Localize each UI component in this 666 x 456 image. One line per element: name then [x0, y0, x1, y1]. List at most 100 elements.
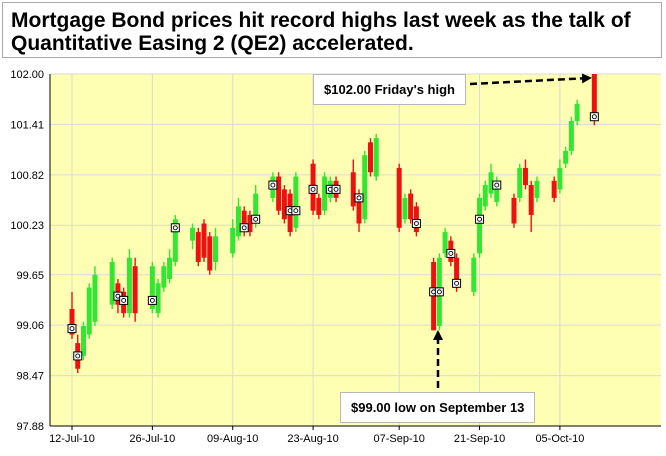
point-marker — [67, 324, 77, 334]
candle-body — [402, 197, 408, 220]
candle-body — [132, 266, 138, 314]
candle-body — [109, 261, 115, 305]
x-tick-label: 05-Oct-10 — [535, 433, 584, 445]
candle — [235, 197, 241, 241]
y-tick-label: 101.41 — [10, 119, 44, 131]
candle — [557, 159, 563, 194]
candle-body — [80, 326, 86, 356]
candle-body — [574, 103, 580, 121]
marker-square — [239, 223, 249, 233]
marker-square — [73, 351, 83, 361]
candle-body — [235, 206, 241, 237]
candle — [109, 257, 115, 309]
marker-dot — [413, 221, 419, 226]
point-marker — [452, 278, 462, 288]
candle-body — [276, 176, 282, 211]
y-tick-label: 99.65 — [16, 270, 44, 282]
y-tick-label: 102.00 — [10, 69, 44, 81]
candle-body — [167, 257, 173, 280]
candle-body — [316, 197, 322, 215]
x-tick-label: 26-Jul-10 — [129, 433, 175, 445]
marker-square — [291, 206, 301, 216]
point-marker — [411, 219, 421, 229]
y-tick-label: 98.47 — [16, 371, 44, 383]
marker-square — [67, 324, 77, 334]
candle-body — [367, 142, 373, 173]
y-tick-label: 99.06 — [16, 320, 44, 332]
candle-body — [86, 287, 92, 335]
candle — [132, 257, 138, 322]
candle-body — [362, 155, 368, 220]
candle — [195, 227, 201, 267]
high-arrow — [469, 73, 592, 86]
candle — [213, 227, 218, 271]
candle-body — [241, 210, 247, 233]
candle-body — [477, 197, 483, 254]
marker-square — [411, 219, 421, 229]
candle-body — [207, 236, 213, 271]
x-tick-label: 07-Sep-10 — [373, 433, 424, 445]
candle-body — [442, 232, 448, 254]
marker-dot — [310, 186, 316, 192]
candle-body — [322, 176, 328, 211]
candle — [471, 253, 477, 297]
candle — [167, 249, 173, 284]
y-tick-label: 100.82 — [10, 170, 44, 182]
candle — [350, 159, 356, 211]
point-marker — [239, 223, 249, 233]
point-marker — [308, 184, 318, 194]
marker-dot — [270, 182, 276, 188]
candle-body — [482, 185, 488, 207]
candle — [373, 133, 379, 181]
marker-dot — [121, 297, 127, 303]
marker-square — [475, 214, 485, 224]
marker-dot — [448, 250, 454, 256]
candle — [442, 227, 448, 258]
candle-body — [281, 189, 287, 220]
marker-dot — [454, 280, 460, 286]
point-marker — [354, 193, 364, 203]
candle — [551, 176, 557, 203]
candle — [201, 219, 207, 262]
candle-body — [172, 219, 178, 262]
candle — [190, 223, 196, 250]
chart-title: Mortgage Bond prices hit record highs la… — [2, 2, 662, 58]
marker-dot — [333, 186, 339, 192]
candle-body — [408, 193, 414, 220]
arrows — [433, 73, 592, 388]
candle — [396, 163, 402, 233]
candle — [276, 172, 282, 215]
candle-body — [190, 227, 196, 241]
x-tick-label: 23-Aug-10 — [287, 433, 338, 445]
point-marker — [434, 287, 444, 297]
candle — [574, 99, 580, 126]
candle — [281, 185, 287, 224]
marker-dot — [75, 353, 81, 359]
y-tick-label: 100.23 — [10, 220, 44, 232]
candle-body — [92, 274, 98, 322]
point-marker — [331, 184, 341, 194]
candle — [534, 176, 540, 203]
candle — [293, 172, 299, 233]
candle-body — [195, 232, 201, 262]
candle — [402, 193, 408, 224]
candle-body — [201, 223, 207, 258]
candle-body — [350, 172, 356, 207]
marker-square — [331, 184, 341, 194]
candle-body — [161, 266, 167, 288]
candle — [207, 232, 213, 275]
candle — [362, 150, 368, 224]
point-marker — [268, 180, 278, 190]
candle-body — [213, 236, 218, 262]
marker-dot — [253, 216, 259, 222]
marker-square — [589, 112, 599, 122]
marker-square — [170, 223, 180, 233]
candle-body — [528, 185, 534, 215]
candle — [86, 283, 92, 339]
candle-body — [557, 167, 563, 190]
candle — [367, 138, 373, 177]
candle — [161, 261, 167, 292]
marker-dot — [241, 225, 247, 231]
markers — [67, 112, 599, 361]
